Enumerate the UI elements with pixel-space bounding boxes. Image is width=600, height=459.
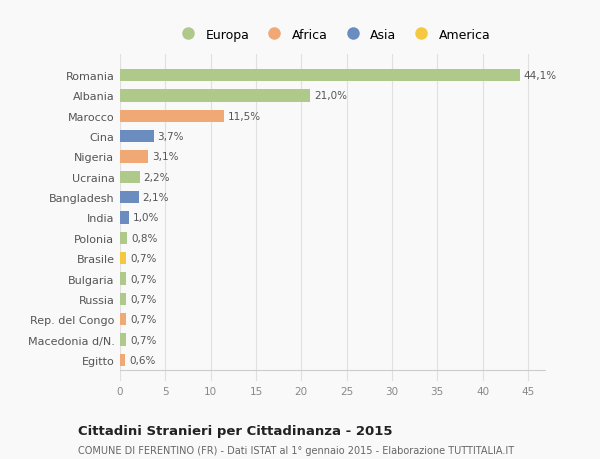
Bar [120, 151, 148, 163]
Text: 0,7%: 0,7% [130, 294, 157, 304]
Bar [120, 70, 520, 82]
Bar [120, 232, 127, 244]
Bar [120, 273, 127, 285]
Bar [120, 354, 125, 366]
Text: Cittadini Stranieri per Cittadinanza - 2015: Cittadini Stranieri per Cittadinanza - 2… [78, 425, 392, 437]
Bar [120, 252, 127, 265]
Text: 11,5%: 11,5% [228, 112, 261, 122]
Legend: Europa, Africa, Asia, America: Europa, Africa, Asia, America [175, 29, 491, 42]
Text: 44,1%: 44,1% [523, 71, 556, 81]
Text: 0,6%: 0,6% [129, 355, 155, 365]
Bar [120, 171, 140, 184]
Bar [120, 90, 310, 102]
Text: 0,7%: 0,7% [130, 314, 157, 325]
Text: 0,8%: 0,8% [131, 233, 157, 243]
Text: 3,1%: 3,1% [152, 152, 178, 162]
Text: 0,7%: 0,7% [130, 254, 157, 263]
Text: 2,1%: 2,1% [143, 193, 169, 203]
Text: 3,7%: 3,7% [157, 132, 184, 142]
Bar [120, 212, 129, 224]
Bar [120, 313, 127, 325]
Bar [120, 131, 154, 143]
Text: 2,2%: 2,2% [143, 173, 170, 182]
Text: 0,7%: 0,7% [130, 274, 157, 284]
Text: 1,0%: 1,0% [133, 213, 159, 223]
Text: 0,7%: 0,7% [130, 335, 157, 345]
Bar [120, 334, 127, 346]
Text: COMUNE DI FERENTINO (FR) - Dati ISTAT al 1° gennaio 2015 - Elaborazione TUTTITAL: COMUNE DI FERENTINO (FR) - Dati ISTAT al… [78, 445, 514, 455]
Bar [120, 293, 127, 305]
Bar [120, 192, 139, 204]
Bar [120, 111, 224, 123]
Text: 21,0%: 21,0% [314, 91, 347, 101]
